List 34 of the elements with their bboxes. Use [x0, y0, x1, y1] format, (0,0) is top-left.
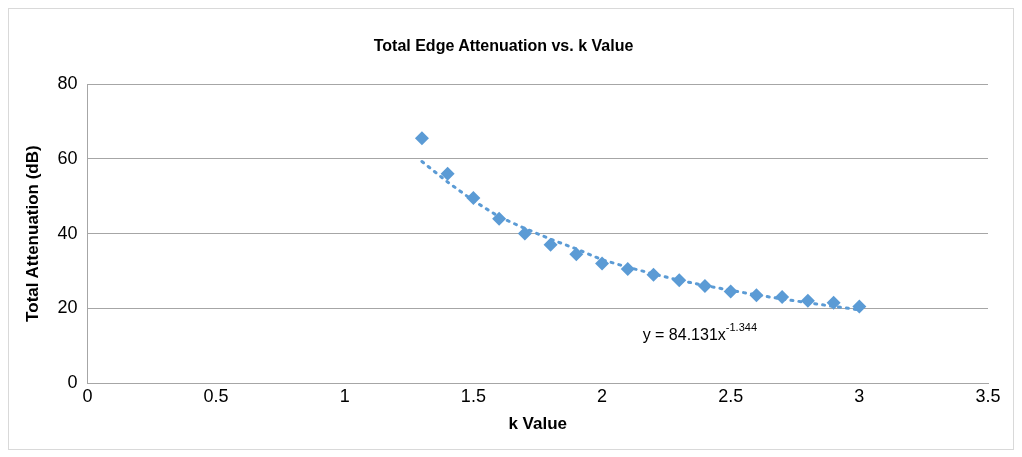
- x-tick-label: 1: [339, 385, 350, 406]
- y-tick-label: 60: [57, 147, 78, 168]
- y-tick-label: 80: [57, 73, 78, 94]
- y-tick-label: 20: [57, 297, 78, 318]
- point: [852, 299, 867, 314]
- point: [749, 288, 764, 303]
- chart-title: Total Edge Attenuation vs. k Value: [373, 37, 634, 55]
- x-tick-label: 0: [82, 385, 93, 406]
- y-axis-title: Total Attenuation (dB): [22, 145, 42, 322]
- x-tick-label: 2: [597, 385, 608, 406]
- y-tick-label: 0: [67, 371, 78, 392]
- point: [517, 226, 532, 241]
- x-tick-label: 3.5: [975, 385, 1001, 406]
- point: [800, 293, 815, 308]
- point: [492, 211, 507, 226]
- point: [723, 284, 738, 299]
- x-tick-label: 3: [854, 385, 865, 406]
- x-axis-title: k Value: [508, 414, 568, 434]
- point: [672, 273, 687, 288]
- point: [697, 278, 712, 293]
- x-tick-label: 2.5: [718, 385, 744, 406]
- point: [440, 166, 455, 181]
- point: [466, 191, 481, 206]
- point: [595, 256, 610, 271]
- x-tick-label: 0.5: [203, 385, 229, 406]
- point: [543, 237, 558, 252]
- point: [775, 290, 790, 305]
- y-tick-label: 40: [57, 222, 78, 243]
- point: [620, 262, 635, 277]
- point: [826, 295, 841, 310]
- point: [569, 247, 584, 262]
- point: [646, 267, 661, 282]
- point: [414, 131, 429, 146]
- x-tick-label: 1.5: [460, 385, 486, 406]
